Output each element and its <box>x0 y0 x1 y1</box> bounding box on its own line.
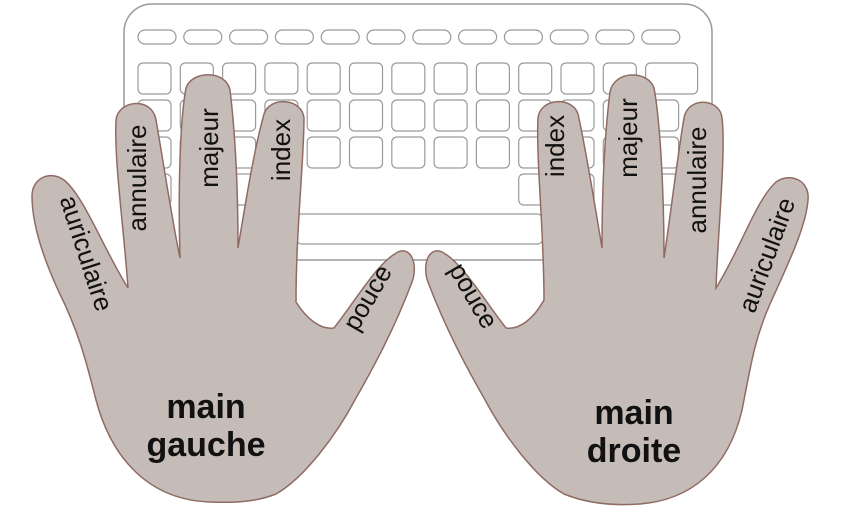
function-key <box>412 29 452 45</box>
keyboard-key <box>475 136 510 169</box>
keyboard-key <box>306 136 341 169</box>
keyboard-key <box>348 62 384 95</box>
keyboard-key <box>137 62 172 95</box>
keyboard-key <box>391 99 426 132</box>
right-middle-label: majeur <box>613 98 643 178</box>
keyboard-key <box>348 136 384 169</box>
function-key <box>503 29 543 45</box>
keyboard-key <box>475 99 510 132</box>
keyboard-key <box>264 62 299 95</box>
keyboard-key <box>433 99 468 132</box>
function-key <box>366 29 406 45</box>
function-key <box>274 29 314 45</box>
keyboard-key <box>391 136 426 169</box>
keyboard-key <box>391 62 426 95</box>
keyboard-key <box>306 99 341 132</box>
left-ring-label: annulaire <box>122 125 152 232</box>
right-hand: pouce index majeur annulaire auriculaire… <box>424 74 809 506</box>
keyboard-key <box>518 62 553 95</box>
keyboard-key <box>433 62 468 95</box>
right-ring-label: annulaire <box>682 127 712 234</box>
space-bar <box>295 213 544 245</box>
function-key <box>458 29 498 45</box>
left-middle-label: majeur <box>194 108 224 188</box>
right-hand-title-line2: droite <box>587 432 681 470</box>
function-key <box>549 29 589 45</box>
left-hand-title-line1: main <box>166 388 245 426</box>
keyboard-key <box>475 62 510 95</box>
keyboard-key <box>560 62 595 95</box>
function-key <box>183 29 223 45</box>
function-key-row <box>137 29 681 45</box>
keyboard-key <box>306 62 341 95</box>
function-key <box>320 29 360 45</box>
function-key <box>641 29 681 45</box>
right-hand-title-line1: main <box>594 394 673 432</box>
function-key <box>595 29 635 45</box>
left-hand-shape <box>31 74 416 504</box>
left-hand-title-line2: gauche <box>146 426 265 464</box>
keyboard-key <box>433 136 468 169</box>
keyboard-key <box>348 99 384 132</box>
left-index-label: index <box>266 119 296 181</box>
function-key <box>229 29 269 45</box>
right-index-label: index <box>540 115 570 177</box>
function-key <box>137 29 177 45</box>
right-hand-shape <box>424 74 809 506</box>
